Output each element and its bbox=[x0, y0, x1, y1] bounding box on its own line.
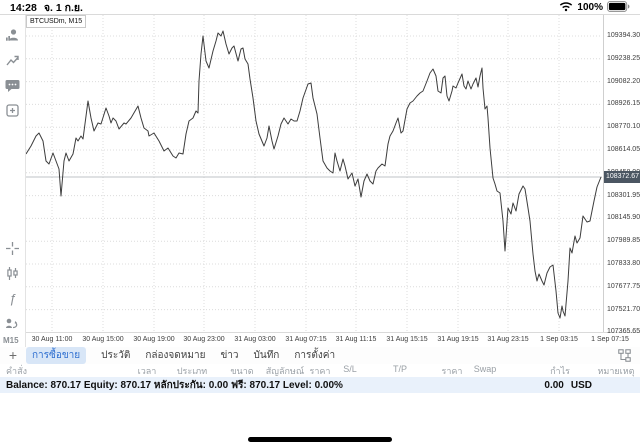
orders-column-header: กำไร bbox=[550, 366, 570, 376]
orders-table-header: คำสั่ง เวลา ประเภท ขนาด สัญลักษณ์ ราคา S/L T/P ร… bbox=[0, 364, 640, 376]
time-axis-label: 1 Sep 07:15 bbox=[591, 336, 629, 343]
home-indicator[interactable] bbox=[248, 437, 392, 442]
price-axis-label: 107677.75 bbox=[607, 282, 640, 290]
clock: 14:28 bbox=[10, 1, 37, 14]
time-axis-label: 31 Aug 03:00 bbox=[234, 336, 276, 343]
time-axis-label: 30 Aug 15:00 bbox=[82, 336, 124, 343]
account-summary-text: Balance: 870.17 Equity: 870.17 หลักประกั… bbox=[6, 379, 343, 391]
time-axis: 30 Aug 11:00 30 Aug 15:00 30 Aug 19:00 30 A… bbox=[26, 332, 640, 348]
tab-3[interactable]: ข่าว bbox=[220, 350, 239, 361]
svg-text:ƒ: ƒ bbox=[9, 291, 16, 306]
tab-0-active[interactable]: การซื้อขาย bbox=[26, 347, 87, 364]
price-axis-label: 109394.30 bbox=[607, 32, 640, 39]
profit-currency: USD bbox=[570, 379, 592, 391]
timeframe-button[interactable]: M15 bbox=[3, 336, 19, 345]
tab-2[interactable]: กล่องจดหมาย bbox=[145, 350, 206, 361]
chart-screen: M15 ƒ BTCUSDm, M15 109394.30 109238.25 109… bbox=[0, 14, 640, 348]
orders-column-header: Swap bbox=[473, 364, 497, 374]
price-axis: 109394.30 109238.25 109082.20 108926.15 1087… bbox=[603, 15, 640, 335]
tab-5[interactable]: การตั้งค่า bbox=[294, 350, 336, 361]
orders-column-header: ราคา bbox=[441, 366, 463, 376]
plot-bottom-border bbox=[26, 332, 640, 333]
status-date: จ. 1 ก.ย. bbox=[43, 2, 83, 14]
time-axis-label: 31 Aug 07:15 bbox=[285, 336, 327, 343]
price-chart-canvas[interactable] bbox=[26, 15, 602, 332]
candlestick-icon[interactable] bbox=[4, 265, 21, 282]
tab-4[interactable]: บันทึก bbox=[253, 350, 280, 361]
price-axis-label: 109082.20 bbox=[607, 77, 640, 85]
chat-icon[interactable] bbox=[4, 77, 21, 94]
account-chart-icon[interactable] bbox=[4, 27, 21, 44]
chart-arrow-icon[interactable] bbox=[4, 52, 21, 69]
orders-column-header: S/L bbox=[343, 364, 357, 374]
price-axis-label: 107833.80 bbox=[607, 260, 640, 267]
hierarchy-icon[interactable] bbox=[617, 348, 632, 363]
time-axis-label: 30 Aug 23:00 bbox=[183, 336, 225, 343]
time-axis-label: 1 Sep 03:15 bbox=[540, 336, 578, 343]
chart-symbol-label: BTCUSDm, M15 bbox=[26, 15, 87, 28]
price-axis-label: 107521.70 bbox=[607, 305, 640, 313]
bottom-toolbar: + การซื้อขาย ประวัติ กล่องจดหมาย ข่าว บันทึก… bbox=[0, 347, 640, 364]
orders-column-header: สัญลักษณ์ bbox=[265, 366, 305, 376]
orders-column-header: ขนาด bbox=[230, 366, 254, 376]
new-order-icon[interactable] bbox=[4, 102, 21, 119]
orders-column-header: คำสั่ง bbox=[6, 366, 27, 376]
status-bar: 14:28 จ. 1 ก.ย. 100% bbox=[0, 0, 640, 14]
new-order-plus-button[interactable]: + bbox=[8, 347, 18, 363]
profit-value: 0.00 bbox=[544, 379, 564, 391]
battery-percent: 100% bbox=[577, 2, 603, 13]
time-axis-label: 31 Aug 19:15 bbox=[437, 336, 479, 343]
price-axis-label: 108614.05 bbox=[607, 146, 640, 153]
price-axis-label: 108145.90 bbox=[607, 214, 640, 222]
function-icon[interactable]: ƒ bbox=[4, 290, 21, 307]
crosshair-icon[interactable] bbox=[4, 240, 21, 257]
time-axis-label: 30 Aug 11:00 bbox=[31, 336, 73, 343]
battery-icon bbox=[607, 0, 630, 15]
objects-icon[interactable] bbox=[4, 315, 21, 332]
orders-column-header: T/P bbox=[392, 364, 408, 374]
orders-column-header: ราคา bbox=[309, 366, 331, 376]
time-axis-label: 31 Aug 15:15 bbox=[386, 336, 428, 343]
orders-column-header: หมายเหตุ bbox=[597, 366, 635, 376]
time-axis-label: 30 Aug 19:00 bbox=[133, 336, 175, 343]
price-axis-label: 108770.10 bbox=[607, 123, 640, 131]
orders-column-header: ประเภท bbox=[176, 366, 208, 376]
price-axis-label: 109238.25 bbox=[607, 54, 640, 62]
current-price-tag: 108372.67 bbox=[604, 171, 640, 183]
time-axis-label: 31 Aug 23:15 bbox=[487, 336, 529, 343]
price-axis-label: 108301.95 bbox=[607, 191, 640, 199]
wifi-icon bbox=[559, 1, 573, 15]
chart-area: BTCUSDm, M15 109394.30 109238.25 109082.20… bbox=[26, 15, 640, 348]
price-axis-label: 108926.15 bbox=[607, 100, 640, 108]
price-axis-label: 107365.65 bbox=[607, 328, 640, 336]
account-profit: 0.00 USD bbox=[544, 377, 592, 393]
account-summary-row: Balance: 870.17 Equity: 870.17 หลักประกั… bbox=[0, 377, 640, 393]
price-axis-label: 107989.85 bbox=[607, 237, 640, 245]
chart-sidebar: M15 ƒ bbox=[0, 15, 26, 348]
bottom-tabs: การซื้อขาย ประวัติ กล่องจดหมาย ข่าว บันทึก กา… bbox=[26, 347, 335, 364]
time-axis-label: 31 Aug 11:15 bbox=[335, 336, 377, 343]
orders-column-header: เวลา bbox=[137, 366, 157, 376]
tab-1[interactable]: ประวัติ bbox=[101, 350, 131, 361]
